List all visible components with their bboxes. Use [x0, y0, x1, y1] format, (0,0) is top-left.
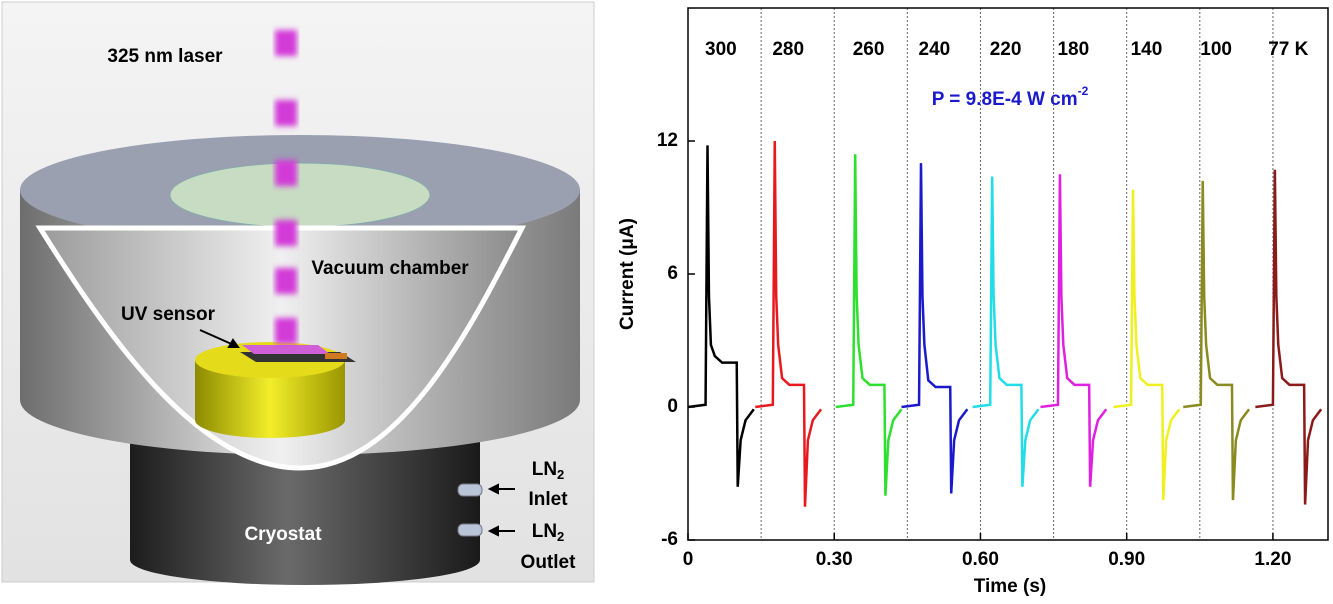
series-line: [1183, 180, 1251, 501]
x-tick-label: 0: [683, 549, 694, 570]
laser-label: 325 nm laser: [107, 46, 223, 67]
cryostat-body: [130, 440, 480, 585]
y-tick-label: -6: [661, 529, 678, 550]
series-label: 77 K: [1268, 39, 1308, 60]
x-tick-label: 0.90: [1108, 549, 1145, 570]
inlet-label-2: Inlet: [528, 489, 568, 510]
series-line: [1255, 169, 1323, 505]
window: [169, 162, 431, 228]
series-label: 220: [990, 39, 1022, 60]
series-label: 180: [1057, 39, 1089, 60]
series-label: 140: [1131, 39, 1163, 60]
series-line: [835, 154, 903, 496]
series-label: 260: [853, 39, 885, 60]
x-tick-label: 1.20: [1254, 549, 1291, 570]
stage-side: [195, 360, 345, 438]
laser-beam: [275, 30, 297, 344]
x-axis-label: Time (s): [974, 576, 1047, 597]
plot-frame: [687, 7, 1329, 541]
y-tick-label: 12: [657, 130, 678, 151]
y-tick-label: 0: [667, 396, 678, 417]
cryostat-label: Cryostat: [244, 524, 322, 545]
arrows: [199, 329, 515, 537]
series-label: 240: [919, 39, 951, 60]
series-line: [1040, 174, 1108, 487]
x-tick-label: 0.30: [816, 549, 853, 570]
series-label: 280: [772, 39, 804, 60]
sensor-label: UV sensor: [121, 304, 216, 325]
series-label: 300: [705, 39, 737, 60]
illustration: 325 nm laser Vacuum chamber UV sensor Cr…: [1, 1, 595, 585]
contact: [325, 353, 347, 359]
y-tick-label: 6: [667, 263, 678, 284]
series-line: [755, 140, 823, 507]
series-line: [972, 176, 1040, 487]
series-line: [687, 145, 755, 487]
sensor: [242, 345, 330, 354]
outlet-label-2: Outlet: [521, 552, 577, 573]
x-tick-label: 0.60: [962, 549, 999, 570]
outlet-label: LN2: [532, 521, 565, 544]
outlet-port: [457, 523, 483, 537]
inlet-label: LN2: [532, 459, 565, 482]
series-line: [1113, 189, 1181, 501]
series-label: 100: [1200, 39, 1232, 60]
series-line: [901, 163, 969, 494]
chamber-label: Vacuum chamber: [311, 258, 469, 279]
y-axis-label: Current (μA): [617, 218, 638, 330]
inlet-port: [457, 483, 483, 497]
annotation: P = 9.8E-4 W cm-2: [932, 84, 1089, 110]
